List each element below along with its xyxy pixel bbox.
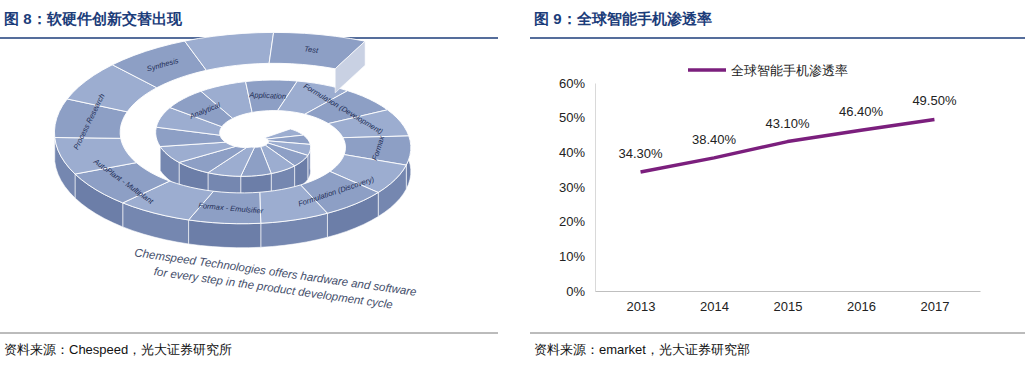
data-labels: 34.30% 38.40% 43.10% 46.40% 49.50% (619, 93, 957, 161)
panel-title: 图 9：全球智能手机渗透率 (534, 10, 712, 27)
y-tick: 50% (559, 110, 595, 125)
spiral: Test Synthesis Process Research AutoPlant -… (54, 32, 410, 247)
spiral-segment (185, 32, 274, 70)
y-tick: 20% (559, 214, 595, 229)
x-tick-label: 2016 (847, 299, 876, 314)
spiral-segment (260, 185, 328, 223)
caption-line: for every step in the product developmen… (153, 265, 393, 310)
y-tick: 40% (559, 145, 595, 160)
x-axis-line (596, 291, 981, 292)
segment-label: Formax - Emulsifier (198, 201, 264, 216)
segment-label: Formax (370, 135, 386, 162)
legend: 全球智能手机渗透率 (688, 63, 848, 78)
y-axis: 0% 10% 20% 30% 40% 50% 60% (559, 76, 596, 299)
source-rule (530, 333, 1025, 334)
x-tick: 2014 (700, 291, 729, 314)
y-tick-label: 40% (559, 145, 585, 160)
segment-label: Formulation (Development) (302, 82, 385, 137)
segment-label: Synthesis (146, 56, 180, 73)
y-tick: 60% (559, 76, 595, 91)
segment-label: Formulation (Discovery) (297, 174, 376, 208)
legend-swatch (688, 68, 726, 72)
y-tick: 0% (566, 284, 595, 299)
page: 图 8：软硬件创新交替出现资料来源：Chespeed，光大证券研究所 图 9：全球… (0, 0, 1025, 369)
segment-label: Analytical (187, 100, 221, 121)
y-tick-label: 10% (559, 249, 585, 264)
panel-title: 图 8：软硬件创新交替出现 (4, 10, 183, 27)
x-tick: 2016 (847, 291, 876, 314)
x-tick: 2013 (627, 291, 656, 314)
title-rule (530, 37, 1025, 39)
spiral-segment (55, 137, 137, 174)
y-tick-label: 20% (559, 214, 585, 229)
segment-label: Process Research (71, 92, 106, 151)
x-tick: 2017 (920, 291, 949, 314)
data-label: 43.10% (765, 116, 810, 131)
x-axis: 2013 2014 2015 2016 2017 (596, 291, 981, 314)
spiral-wall (189, 220, 261, 248)
segment-label: Test (304, 44, 320, 55)
source-note: 资料来源：Chespeed，光大证券研究所 (4, 342, 232, 357)
x-tick: 2015 (774, 291, 803, 314)
y-tick: 10% (559, 249, 595, 264)
y-tick-label: 0% (566, 284, 585, 299)
x-tick-label: 2014 (700, 299, 729, 314)
y-tick-label: 30% (559, 180, 585, 195)
legend-label: 全球智能手机渗透率 (731, 63, 848, 78)
source-note: 资料来源：emarket，光大证券研究部 (534, 342, 750, 357)
segment-label: AutoPlant - Multiplant (91, 156, 156, 206)
x-tick-label: 2015 (774, 299, 803, 314)
spiral-end (335, 41, 365, 93)
source-rule (0, 333, 498, 334)
y-tick-label: 50% (559, 110, 585, 125)
data-label: 46.40% (839, 104, 884, 119)
spiral-caption: Chemspeed Technologies offers hardware a… (132, 246, 418, 313)
y-tick-label: 60% (559, 76, 585, 91)
data-label: 34.30% (619, 146, 664, 161)
data-label: 38.40% (692, 132, 737, 147)
data-label: 49.50% (912, 93, 957, 108)
x-tick-label: 2013 (627, 299, 656, 314)
x-tick-label: 2017 (920, 299, 949, 314)
y-axis-line (595, 84, 596, 292)
y-tick: 30% (559, 180, 595, 195)
segment-label: Application (248, 90, 286, 101)
